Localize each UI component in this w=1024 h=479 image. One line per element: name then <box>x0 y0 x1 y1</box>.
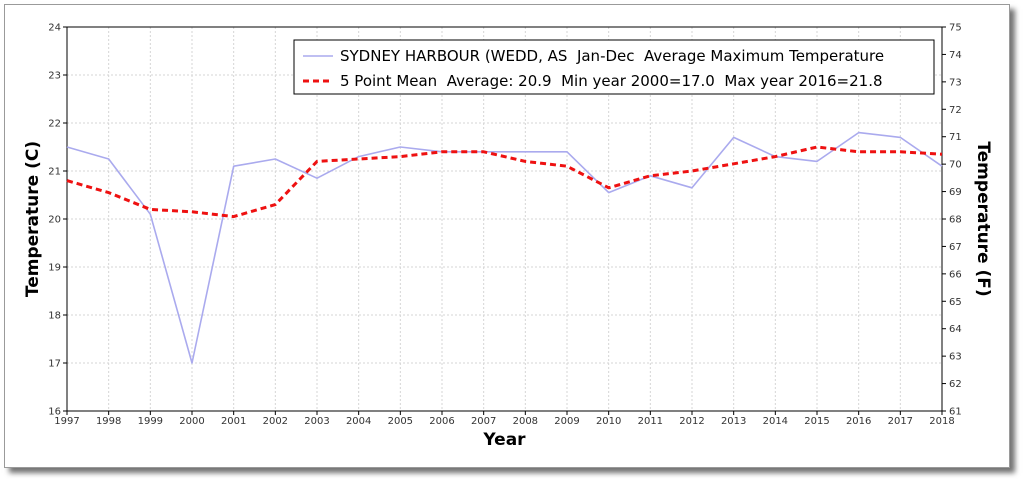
y-tick-label: 23 <box>48 71 61 82</box>
y2-tick-label: 74 <box>949 50 962 61</box>
y2-tick-label: 66 <box>949 269 962 280</box>
y2-tick-label: 67 <box>949 242 962 253</box>
y2-tick-label: 62 <box>949 379 962 390</box>
x-tick-label: 2015 <box>804 416 829 427</box>
y2-tick-label: 70 <box>949 160 962 171</box>
x-tick-label: 1997 <box>54 416 79 427</box>
x-tick-label: 2000 <box>179 416 204 427</box>
x-tick-label: 2013 <box>721 416 746 427</box>
x-tick-label: 2003 <box>304 416 329 427</box>
x-tick-label: 2017 <box>888 416 913 427</box>
x-tick-label: 2012 <box>679 416 704 427</box>
x-axis-label: Year <box>482 430 526 450</box>
y2-tick-label: 64 <box>949 324 962 335</box>
x-tick-label: 2007 <box>471 416 496 427</box>
legend-entry-mean: 5 Point Mean Average: 20.9 Min year 2000… <box>340 72 883 90</box>
x-tick-label: 2014 <box>763 416 788 427</box>
y2-tick-label: 65 <box>949 297 962 308</box>
x-tick-label: 2004 <box>346 416 371 427</box>
y2-tick-label: 71 <box>949 132 962 143</box>
y2-tick-label: 72 <box>949 105 962 116</box>
x-tick-label: 2018 <box>929 416 954 427</box>
y2-tick-label: 63 <box>949 352 962 363</box>
axis-ticks: 1997 1998 1999 2000 2001 2002 2003 2004 2005 2006… <box>48 23 961 428</box>
y2-tick-label: 75 <box>949 23 962 34</box>
y2-tick-label: 73 <box>949 77 962 88</box>
series-lines <box>66 131 943 364</box>
y2-axis-label: Temperature (F) <box>973 141 993 296</box>
y-tick-label: 24 <box>48 23 61 34</box>
y-tick-label: 16 <box>48 407 61 418</box>
x-tick-label: 2006 <box>429 416 454 427</box>
x-tick-label: 2008 <box>513 416 538 427</box>
x-tick-label: 2005 <box>388 416 413 427</box>
y2-tick-label: 68 <box>949 215 962 226</box>
legend: SYDNEY HARBOUR (WEDD, AS Jan-Dec Average… <box>293 39 935 95</box>
y2-tick-label: 61 <box>949 407 962 418</box>
y2-tick-label: 69 <box>949 187 962 198</box>
series-line-5pt-mean <box>66 145 943 219</box>
y-tick-label: 20 <box>48 215 61 226</box>
x-tick-label: 2001 <box>221 416 246 427</box>
legend-box <box>293 39 935 95</box>
x-tick-label: 2009 <box>554 416 579 427</box>
x-tick-label: 2016 <box>846 416 871 427</box>
y-tick-label: 19 <box>48 263 61 274</box>
x-tick-label: 2011 <box>638 416 663 427</box>
y-tick-label: 18 <box>48 311 61 322</box>
x-tick-label: 1998 <box>96 416 121 427</box>
x-tick-label: 1999 <box>138 416 163 427</box>
y-tick-label: 17 <box>48 359 61 370</box>
series-line-observed <box>66 131 943 364</box>
y-tick-label: 22 <box>48 119 61 130</box>
legend-entry-observed: SYDNEY HARBOUR (WEDD, AS Jan-Dec Average… <box>340 47 884 65</box>
y-axis-label: Temperature (C) <box>23 141 43 297</box>
x-tick-label: 2002 <box>263 416 288 427</box>
y-tick-label: 21 <box>48 167 61 178</box>
x-tick-label: 2010 <box>596 416 621 427</box>
